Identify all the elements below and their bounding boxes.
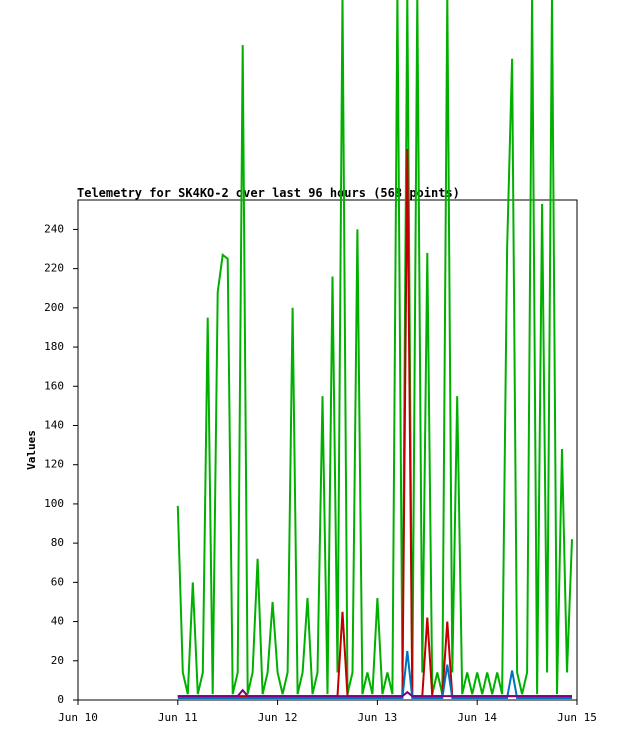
y-tick-label: 80: [51, 536, 64, 549]
y-axis-label: Values: [25, 430, 38, 470]
x-tick-label: Jun 12: [258, 711, 298, 724]
x-tick-label: Jun 15: [557, 711, 597, 724]
x-tick-label: Jun 14: [457, 711, 497, 724]
x-tick-label: Jun 10: [58, 711, 98, 724]
chart-title: Telemetry for SK4KO-2 over last 96 hours…: [77, 186, 460, 200]
y-tick-label: 200: [44, 301, 64, 314]
y-tick-label: 180: [44, 340, 64, 353]
series-line: [177, 688, 572, 698]
x-tick-label: Jun 11: [158, 711, 198, 724]
y-tick-label: 160: [44, 379, 64, 392]
y-tick-label: 40: [51, 615, 64, 628]
y-tick-label: 0: [57, 693, 64, 706]
y-tick-label: 140: [44, 418, 64, 431]
series-line: [176, 0, 573, 695]
y-tick-label: 240: [44, 222, 64, 235]
x-tick-label: Jun 13: [358, 711, 398, 724]
y-tick-label: 120: [44, 458, 64, 471]
y-tick-label: 100: [44, 497, 64, 510]
y-tick-label: 20: [51, 654, 64, 667]
series-line: [177, 650, 572, 699]
y-tick-label: 220: [44, 262, 64, 275]
y-tick-label: 60: [51, 575, 64, 588]
